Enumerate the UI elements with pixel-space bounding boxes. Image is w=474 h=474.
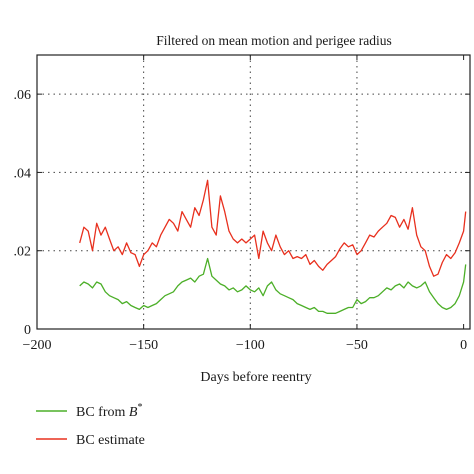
x-axis-label: Days before reentry xyxy=(200,370,311,385)
chart-title: Filtered on mean motion and perigee radi… xyxy=(156,33,391,48)
y-tick-label: .06 xyxy=(14,88,32,103)
x-tick-label: −200 xyxy=(23,338,52,353)
x-tick-label: −150 xyxy=(129,338,158,353)
series-line-bc-estimate xyxy=(79,179,467,277)
grid-lines xyxy=(37,55,470,329)
legend-label: BC from B* xyxy=(76,402,142,420)
series-line-bc-from-bstar xyxy=(79,257,467,314)
x-tick-label: −100 xyxy=(236,338,265,353)
y-tick-label: 0 xyxy=(24,323,31,338)
plot-area-frame xyxy=(36,54,471,330)
x-tick-label: −50 xyxy=(346,338,368,353)
y-tick-label: .04 xyxy=(14,166,32,181)
axes: −200 −150 −100 −50 0 0 .02 .04 .06 xyxy=(14,55,470,353)
legend-label: BC estimate xyxy=(76,433,145,448)
series-layer xyxy=(79,179,467,314)
legend: BC from B* BC estimate xyxy=(36,402,145,448)
y-tick-label: .02 xyxy=(14,245,32,260)
x-tick-label: 0 xyxy=(460,338,467,353)
